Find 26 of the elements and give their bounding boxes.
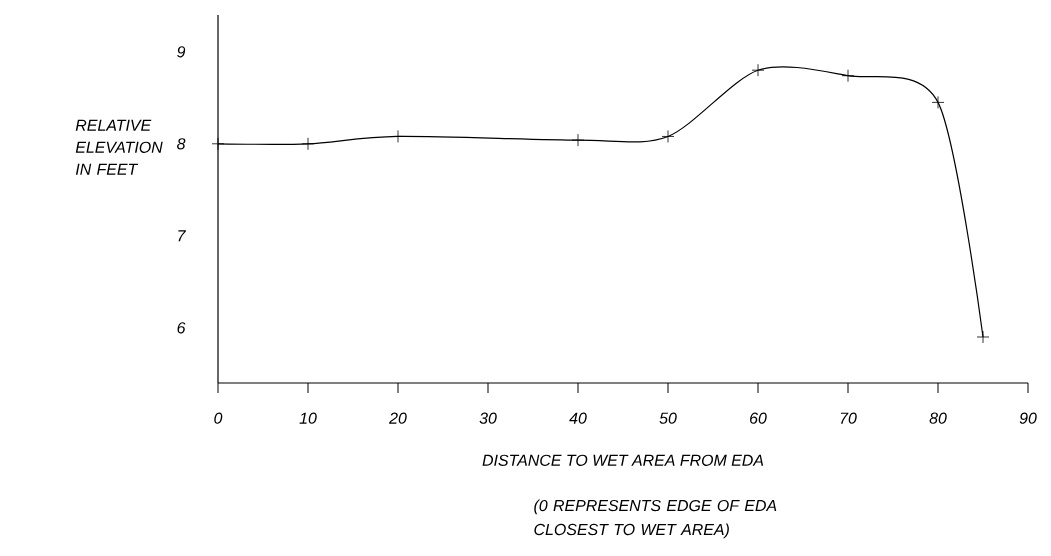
x-tick-label: 50 [659, 412, 677, 424]
point [751, 63, 765, 77]
y-tick-label: 8 [177, 138, 186, 150]
point [301, 137, 315, 151]
point [976, 330, 990, 344]
point [841, 69, 855, 83]
x-tick-label: 60 [750, 412, 767, 424]
point [391, 130, 405, 143]
x-tick-label: 10 [299, 412, 317, 424]
point [571, 133, 585, 147]
x-tick-label: 70 [840, 412, 857, 424]
x-tick-label: 40 [569, 412, 587, 424]
y-tick-label: 9 [177, 46, 186, 58]
y-tick-label: 6 [177, 322, 186, 334]
x-axis-title: DISTANCE TO WET AREA FROM EDA [482, 454, 764, 466]
x-tick-label: 0 [214, 412, 223, 424]
x-tick-label: 20 [389, 412, 407, 424]
x-tick-label: 90 [1019, 412, 1037, 424]
point [211, 137, 225, 151]
y-axis-title: RELATIVE ELEVATION IN FEET [75, 119, 163, 175]
x-tick-label: 80 [929, 412, 947, 424]
x-tick-label: 30 [479, 412, 497, 424]
point [931, 95, 945, 109]
text: (0 REPRESENTS EDGE OF EDA CLOSEST TO WET AREA) [534, 499, 777, 539]
point [661, 130, 675, 143]
y-tick-label: 7 [178, 230, 186, 242]
